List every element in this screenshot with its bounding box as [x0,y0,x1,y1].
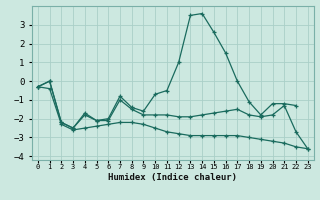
X-axis label: Humidex (Indice chaleur): Humidex (Indice chaleur) [108,173,237,182]
